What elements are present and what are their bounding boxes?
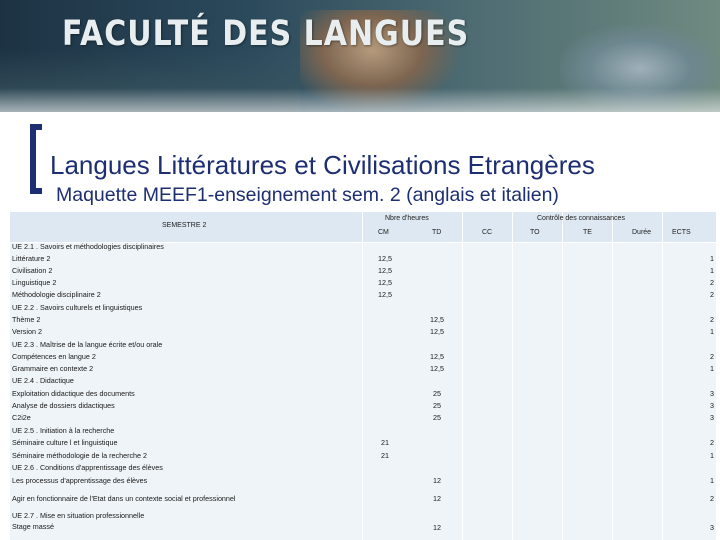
course-label: Agir en fonctionnaire de l'Etat dans un … [12, 494, 236, 503]
ects-header: ECTS [672, 229, 691, 236]
column-divider [612, 212, 613, 540]
ects-value: 1 [710, 327, 714, 336]
ects-value: 2 [710, 352, 714, 361]
td-hours: 12,5 [430, 315, 444, 324]
ue-heading: UE 2.3 . Maîtrise de la langue écrite et… [12, 340, 163, 349]
course-label: Séminaire méthodologie de la recherche 2 [12, 451, 148, 460]
td-hours: 12,5 [430, 364, 444, 373]
course-label: Civilisation 2 [12, 266, 53, 275]
td-hours: 25 [433, 401, 441, 410]
ects-value: 2 [710, 290, 714, 299]
ects-value: 2 [710, 438, 714, 447]
cm-hours: 21 [381, 451, 389, 460]
banner-band [0, 88, 720, 112]
faculty-logo: FACULTÉ DES LANGUES [62, 14, 470, 55]
course-label: C2i2e [12, 413, 31, 422]
column-divider [512, 212, 513, 540]
ects-value: 1 [710, 476, 714, 485]
te-header: TE [583, 229, 592, 236]
cc-header: CC [482, 229, 493, 236]
table-body-background [10, 242, 716, 540]
table-header-background [10, 212, 716, 242]
cm-header: CM [378, 229, 389, 236]
page-subtitle: Maquette MEEF1-enseignement sem. 2 (angl… [56, 184, 559, 206]
header-divider [10, 242, 716, 243]
ue-heading: UE 2.6 . Conditions d'apprentissage des … [12, 463, 163, 472]
td-header: TD [432, 229, 442, 236]
header-banner: FACULTÉ DES LANGUES [0, 0, 720, 112]
course-label: Version 2 [12, 327, 42, 336]
course-label: Exploitation didactique des documents [12, 389, 135, 398]
ue-heading: UE 2.7 . Mise en situation professionnel… [12, 511, 145, 520]
ects-value: 3 [710, 523, 714, 532]
page-title: Langues Littératures et Civilisations Et… [50, 150, 595, 180]
duration-header: Durée [632, 229, 652, 236]
hours-header: Nbre d'heures [385, 215, 429, 222]
ue-heading: UE 2.2 . Savoirs culturels et linguistiq… [12, 303, 143, 312]
cm-hours: 12,5 [378, 254, 392, 263]
ects-value: 2 [710, 315, 714, 324]
course-label: Stage massé [12, 522, 54, 531]
cm-hours: 12,5 [378, 290, 392, 299]
ue-heading: UE 2.1 . Savoirs et méthodologies discip… [12, 242, 164, 251]
column-divider [462, 212, 463, 540]
td-hours: 25 [433, 413, 441, 422]
column-divider [562, 212, 563, 540]
td-hours: 12,5 [430, 352, 444, 361]
td-hours: 12 [433, 523, 441, 532]
to-header: TO [530, 229, 540, 236]
ects-value: 2 [710, 278, 714, 287]
course-label: Séminaire culture l et linguistique [12, 438, 118, 447]
course-label: Thème 2 [12, 315, 41, 324]
cm-hours: 21 [381, 438, 389, 447]
ects-value: 1 [710, 266, 714, 275]
course-label: Méthodologie disciplinaire 2 [12, 290, 101, 299]
cm-hours: 12,5 [378, 266, 392, 275]
ects-value: 2 [710, 494, 714, 503]
course-label: Grammaire en contexte 2 [12, 364, 94, 373]
td-hours: 12 [433, 494, 441, 503]
ue-heading: UE 2.5 . Initiation à la recherche [12, 426, 115, 435]
td-hours: 25 [433, 389, 441, 398]
assessment-header: Contrôle des connaissances [537, 215, 625, 222]
ects-value: 1 [710, 254, 714, 263]
title-bracket [30, 124, 42, 194]
course-label: Compétences en langue 2 [12, 352, 96, 361]
column-divider [662, 212, 663, 540]
ects-value: 3 [710, 389, 714, 398]
ue-heading: UE 2.4 . Didactique [12, 376, 74, 385]
ects-value: 1 [710, 364, 714, 373]
course-label: Analyse de dossiers didactiques [12, 401, 115, 410]
course-label: Les processus d'apprentissage des élèves [12, 476, 148, 485]
td-hours: 12,5 [430, 327, 444, 336]
ects-value: 3 [710, 413, 714, 422]
course-label: Linguistique 2 [12, 278, 57, 287]
td-hours: 12 [433, 476, 441, 485]
ects-value: 3 [710, 401, 714, 410]
column-divider [362, 212, 363, 540]
semester-header: SEMESTRE 2 [162, 222, 207, 229]
course-table: SEMESTRE 2 Nbre d'heures CM TD CC Contrô… [10, 212, 716, 540]
ects-value: 1 [710, 451, 714, 460]
cm-hours: 12,5 [378, 278, 392, 287]
course-label: Littérature 2 [12, 254, 51, 263]
